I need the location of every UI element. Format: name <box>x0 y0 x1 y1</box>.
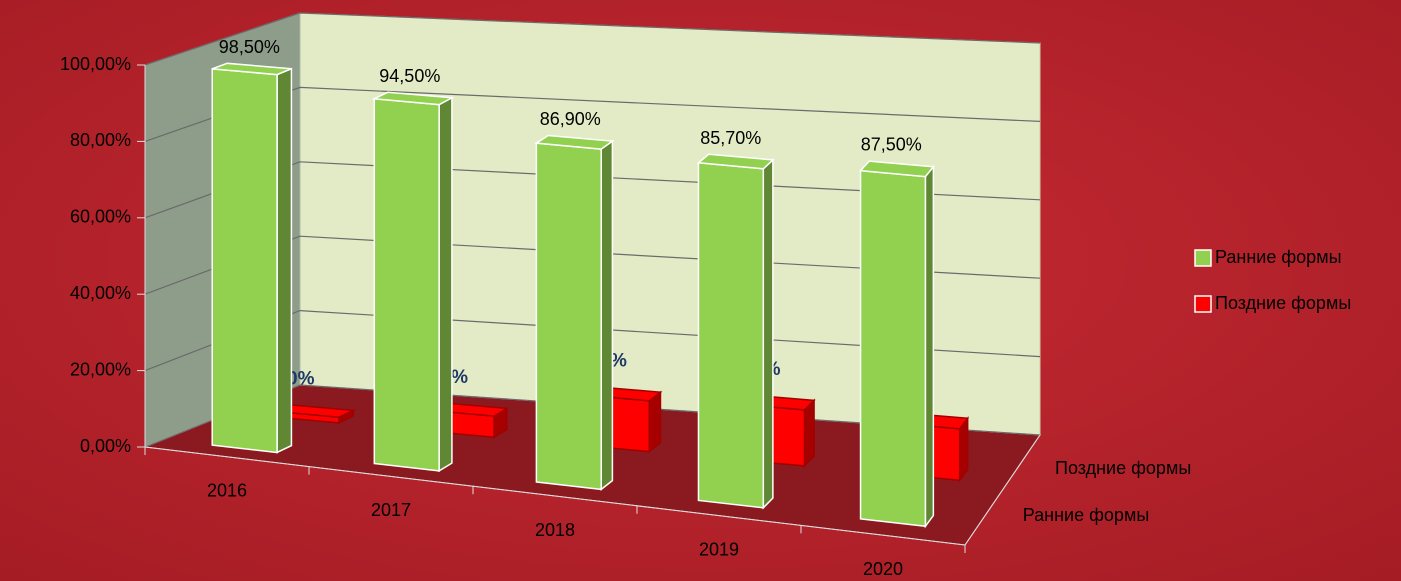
bar-side <box>438 96 453 473</box>
y-tick-label: 20,00% <box>70 359 131 379</box>
x-tick-label: 2017 <box>371 500 411 520</box>
y-tick-label: 80,00% <box>70 130 131 150</box>
grid-line <box>144 309 1041 372</box>
x-tick-label: 2020 <box>863 559 903 579</box>
data-label: 85,70% <box>700 128 761 148</box>
bar-side <box>276 67 293 454</box>
bar-top <box>371 91 455 106</box>
x-tick-label: 2019 <box>699 539 739 559</box>
bar-front <box>535 142 602 491</box>
x-tick-label: 2018 <box>535 520 575 540</box>
legend-label: Ранние формы <box>1215 247 1342 267</box>
grid-line <box>144 12 1041 66</box>
bar-top <box>858 160 935 178</box>
grid-line <box>144 86 1041 142</box>
legend-swatch <box>1194 295 1212 313</box>
bar-side <box>924 164 935 529</box>
bar-side <box>762 158 774 510</box>
bar-side <box>803 398 815 468</box>
bar-front <box>211 68 278 454</box>
bar-side <box>600 139 614 491</box>
grid-line <box>144 235 1041 295</box>
x-axis <box>144 446 966 546</box>
y-tick-label: 40,00% <box>70 283 131 303</box>
bar-front <box>373 97 440 472</box>
legend-label: Поздние формы <box>1215 293 1351 313</box>
data-label: 94,50% <box>379 66 440 86</box>
data-label: 86,90% <box>540 109 601 129</box>
bar-front <box>697 161 765 509</box>
bar-top <box>534 134 615 150</box>
depth-axis <box>964 434 1041 546</box>
bar-front <box>859 169 927 528</box>
bar-top <box>211 62 292 76</box>
y-tick-label: 60,00% <box>70 207 131 227</box>
bar-side <box>648 390 662 454</box>
y-tick-label: 100,00% <box>60 54 131 74</box>
depth-label: Поздние формы <box>1055 458 1191 478</box>
data-label: 98,50% <box>219 37 280 57</box>
data-label: 87,50% <box>861 135 922 155</box>
y-tick-label: 0,00% <box>80 436 131 456</box>
bar-top <box>696 153 775 170</box>
depth-label: Ранние формы <box>1023 505 1150 525</box>
grid-line <box>144 161 1041 219</box>
x-tick-label: 2016 <box>207 481 247 501</box>
legend-swatch <box>1194 249 1212 267</box>
